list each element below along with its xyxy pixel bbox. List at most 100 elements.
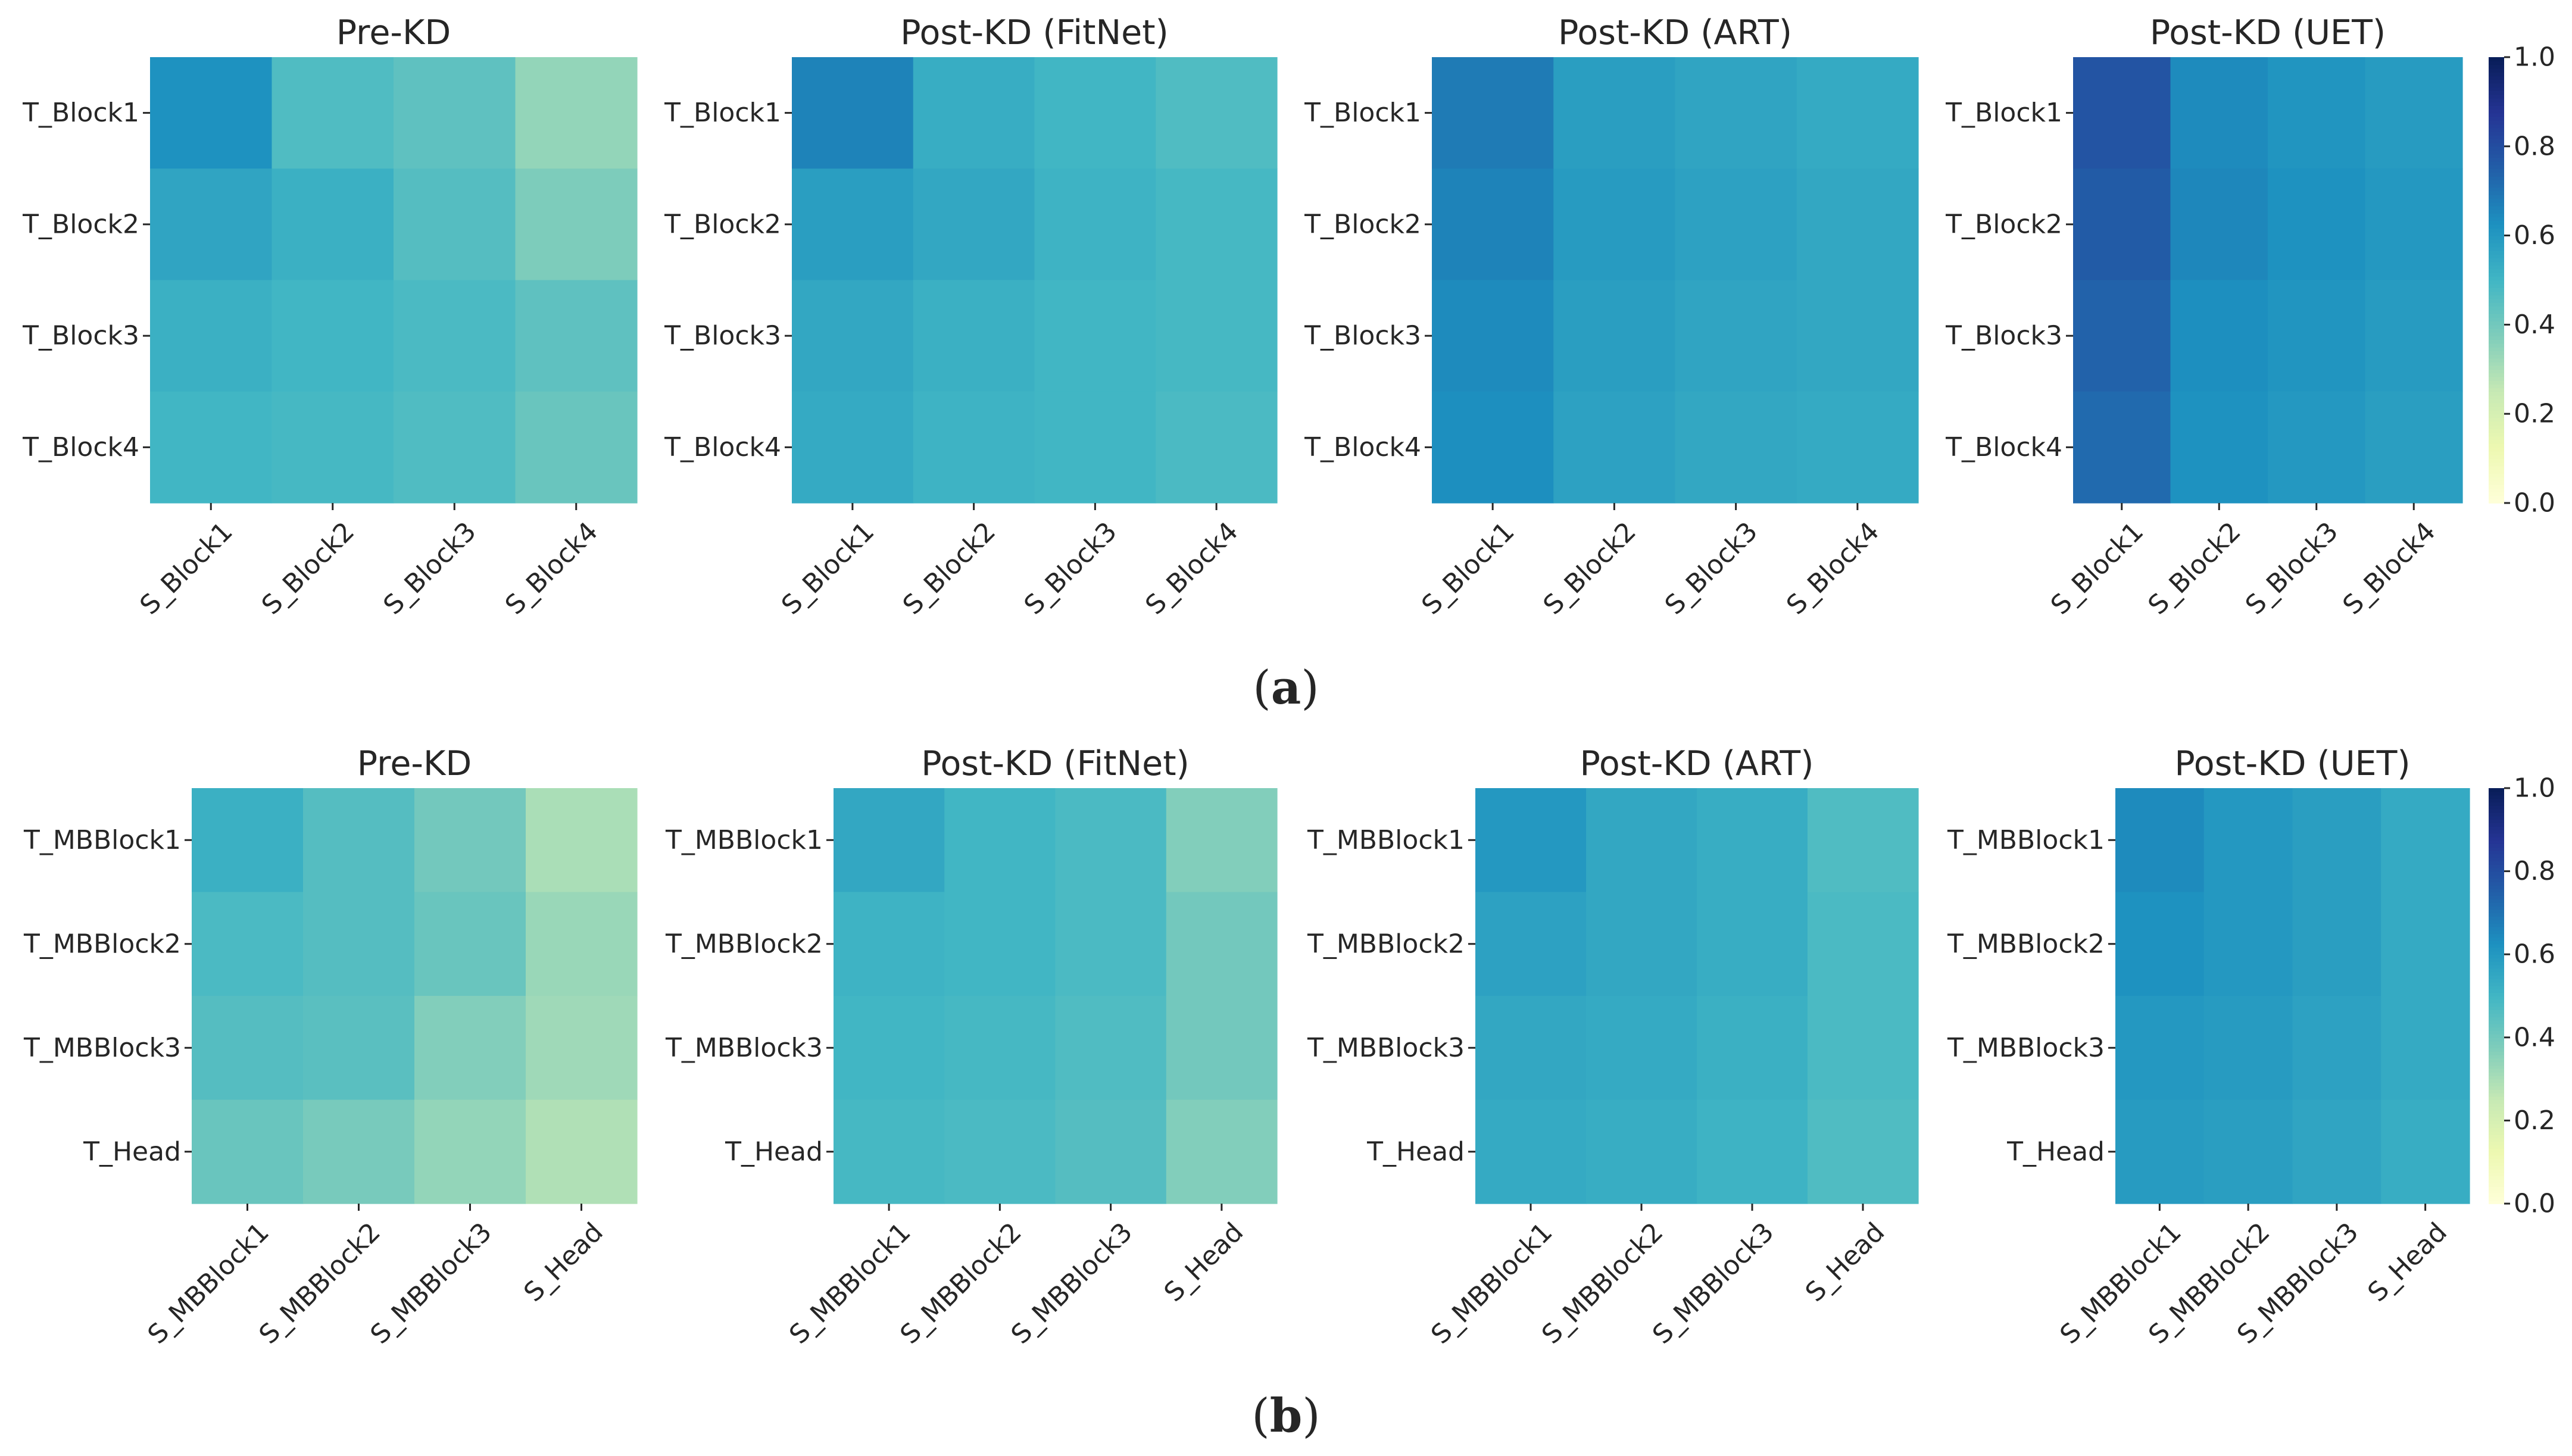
x-tick-label: S_Block3 (1659, 516, 1763, 620)
heatmap-cell (1166, 996, 1278, 1101)
colorbar-segment (2489, 909, 2504, 914)
colorbar-segment (2489, 1048, 2504, 1052)
heatmap-cell (394, 280, 516, 392)
x-tick-label: S_Head (518, 1217, 609, 1308)
colorbar-segment (2489, 198, 2504, 203)
heatmap-cell (192, 788, 304, 893)
colorbar-segment (2489, 892, 2504, 896)
colorbar-segment (2489, 157, 2504, 162)
heatmap-cell (1796, 57, 1919, 169)
x-tick-label: S_Block1 (134, 516, 238, 620)
colorbar-segment (2489, 982, 2504, 986)
colorbar-tick-label: 1.0 (2514, 42, 2555, 73)
x-tick-label: S_Block1 (1416, 516, 1520, 620)
colorbar-segment (2489, 113, 2504, 117)
colorbar-segment (2489, 283, 2504, 288)
colorbar-segment (2489, 57, 2504, 62)
colorbar-segment (2489, 273, 2504, 277)
colorbar-segment (2489, 343, 2504, 348)
colorbar-segment (2489, 380, 2504, 385)
colorbar-segment (2489, 902, 2504, 907)
heatmap-cell (1475, 892, 1587, 996)
heatmap-cell (1808, 996, 1919, 1101)
colorbar-segment (2489, 388, 2504, 392)
heatmap-cell (2381, 788, 2470, 893)
colorbar-segment (2489, 888, 2504, 893)
heatmap-cell (2073, 280, 2171, 392)
colorbar-segment (2489, 187, 2504, 192)
heatmap-panels: Pre-KD T_Block1 T_Block2 T_Block3 T_Block4 S_… (22, 13, 2470, 1350)
colorbar-segment (2489, 414, 2504, 418)
colorbar-segment (2489, 795, 2504, 799)
heatmap-cell (1586, 1099, 1697, 1204)
y-tick-label: T_Head (1366, 1136, 1465, 1167)
y-tick-label: T_Block3 (664, 321, 781, 351)
colorbar-segment (2489, 384, 2504, 389)
heatmap-cell (1808, 892, 1919, 996)
colorbar-segment (2489, 933, 2504, 938)
colorbar-segment (2489, 443, 2504, 448)
heatmap-cell (2203, 1099, 2293, 1204)
heatmap-cell (2073, 168, 2171, 281)
colorbar-segment (2489, 1006, 2504, 1011)
colorbar-segment (2489, 213, 2504, 218)
y-tick-label: T_Block2 (1945, 209, 2062, 239)
heatmap-cell (526, 892, 638, 996)
x-tick-label: S_Block2 (897, 516, 1001, 620)
heatmap-cell (1156, 391, 1278, 504)
colorbar-segment (2489, 339, 2504, 344)
colorbar-segment (2489, 1092, 2504, 1097)
heatmap-cell (2115, 892, 2205, 996)
colorbar-segment (2489, 874, 2504, 879)
colorbar-segment (2489, 1141, 2504, 1145)
heatmap-cell (2268, 168, 2366, 281)
colorbar-segment (2489, 373, 2504, 377)
heatmap-cell (394, 168, 516, 281)
heatmap-cell (303, 788, 415, 893)
colorbar-segment (2489, 298, 2504, 303)
colorbar-segment (2489, 899, 2504, 903)
colorbar-segment (2489, 1134, 2504, 1139)
heatmap-cell (394, 391, 516, 504)
heatmap-cell (303, 892, 415, 996)
heatmap-cell (1697, 788, 1808, 893)
heatmap-cell (2381, 996, 2470, 1101)
colorbar-segment (2489, 101, 2504, 106)
y-tick-label: T_Block1 (1945, 98, 2062, 128)
colorbar-segment (2489, 1023, 2504, 1028)
y-tick-label: T_MBBlock1 (23, 825, 181, 855)
heatmap-cell (1432, 57, 1554, 169)
heatmap-panel-a-3: Post-KD (ART) T_Block1 T_Block2 T_Block3 T_B… (1304, 13, 1919, 621)
colorbar-segment (2489, 947, 2504, 952)
heatmap-cell (2115, 996, 2205, 1101)
colorbar-segment (2489, 410, 2504, 414)
colorbar-segment (2489, 971, 2504, 976)
colorbar-segment (2489, 1071, 2504, 1076)
panel-label-b: (b) (1251, 1389, 1320, 1443)
colorbar-segment (2489, 826, 2504, 830)
y-tick-label: T_Block3 (22, 321, 139, 351)
heatmap-cell (834, 996, 945, 1101)
y-tick-label: T_Block4 (22, 432, 139, 463)
colorbar-segment (2489, 287, 2504, 292)
heatmap-cell (1156, 57, 1278, 169)
colorbar-segment (2489, 996, 2504, 1000)
colorbar-segment (2489, 209, 2504, 214)
y-tick-label: T_Head (725, 1136, 823, 1167)
heatmap-cell (792, 57, 914, 169)
colorbar-segment (2489, 454, 2504, 459)
y-tick-label: T_MBBlock1 (1947, 825, 2105, 855)
colorbar-segment (2489, 1189, 2504, 1194)
colorbar-segment (2489, 361, 2504, 366)
heatmap-cell (150, 168, 273, 281)
colorbar-segment (2489, 332, 2504, 336)
colorbar-segment (2489, 127, 2504, 132)
heatmap-cell (1553, 168, 1676, 281)
panel-title: Post-KD (UET) (2174, 744, 2410, 783)
panel-title: Post-KD (ART) (1558, 13, 1792, 52)
colorbars: 0.0 0.2 0.4 0.6 0.8 1.0 0.0 0.2 0.4 0.6 0.8 1.0 (2489, 42, 2555, 1219)
colorbar-segment (2489, 968, 2504, 973)
colorbar-segment (2489, 1107, 2504, 1111)
colorbar-segment (2489, 1200, 2504, 1204)
colorbar-segment (2489, 1113, 2504, 1118)
